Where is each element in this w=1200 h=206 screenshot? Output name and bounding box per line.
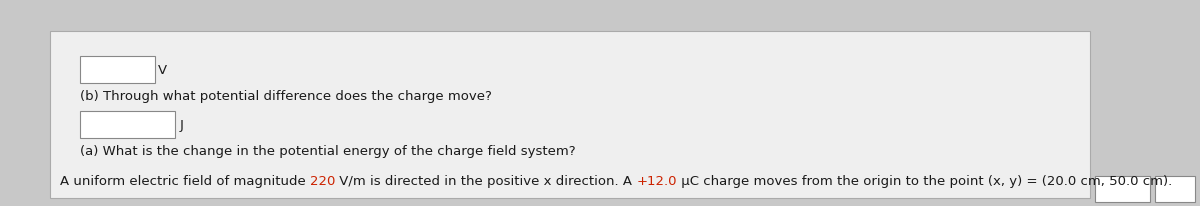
Text: (a) What is the change in the potential energy of the charge field system?: (a) What is the change in the potential … (80, 145, 576, 158)
Bar (1154, 176, 1195, 202)
Text: V: V (158, 64, 167, 77)
Text: J: J (180, 119, 184, 132)
Text: V/m is directed in the positive x direction. A: V/m is directed in the positive x direct… (335, 175, 637, 188)
Bar (80, 111, 175, 138)
Text: A uniform electric field of magnitude: A uniform electric field of magnitude (60, 175, 310, 188)
Text: 220: 220 (310, 175, 335, 188)
Bar (50, 32, 1090, 198)
Bar (80, 57, 155, 84)
Bar (1096, 176, 1150, 202)
Text: +12.0: +12.0 (637, 175, 677, 188)
Text: μC charge moves from the origin to the point (x, y) = (20.0 cm, 50.0 cm).: μC charge moves from the origin to the p… (677, 175, 1172, 188)
Text: (b) Through what potential difference does the charge move?: (b) Through what potential difference do… (80, 90, 492, 103)
